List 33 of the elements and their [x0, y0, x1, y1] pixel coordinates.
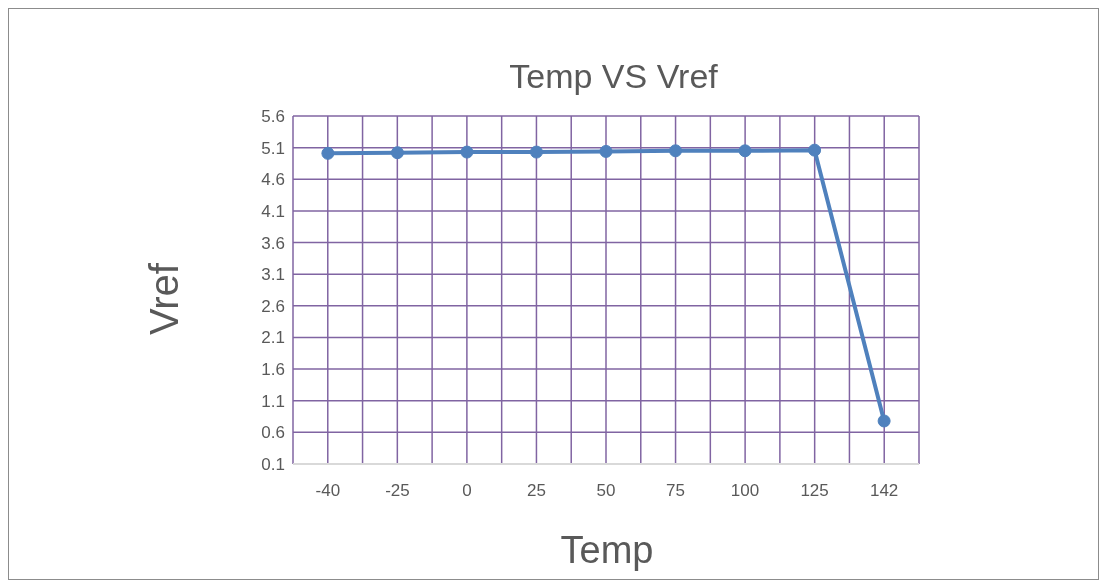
x-tick-label: 50 [596, 481, 616, 501]
x-tick-label: 25 [527, 481, 546, 501]
y-tick-label: 2.1 [261, 328, 285, 348]
x-tick-label: 0 [462, 481, 472, 501]
x-tick-label: -40 [315, 481, 341, 501]
point [529, 145, 543, 159]
y-tick-label: 4.1 [261, 201, 285, 221]
y-tick-label: 3.6 [261, 233, 285, 253]
y-tick-label: 5.1 [261, 138, 285, 158]
point [877, 414, 891, 428]
y-tick-label: 3.1 [261, 265, 285, 285]
x-tick-label: 75 [666, 481, 685, 501]
y-tick-label: 1.6 [261, 360, 285, 380]
point [599, 144, 613, 158]
x-tick-label: 142 [869, 481, 899, 501]
point [321, 146, 335, 160]
y-tick-label: 0.1 [261, 455, 285, 475]
x-axis-title: Temp [559, 529, 655, 572]
point [669, 144, 683, 158]
x-tick-label: 125 [800, 481, 829, 501]
y-tick-label: 5.6 [261, 107, 285, 127]
point [808, 143, 822, 157]
point [460, 145, 474, 159]
x-tick-label: 100 [730, 481, 760, 501]
y-tick-label: 2.6 [261, 296, 285, 316]
y-tick-label: 4.6 [261, 170, 285, 190]
y-tick-label: 1.1 [261, 391, 285, 411]
point [390, 146, 404, 160]
y-tick-label: 0.6 [261, 423, 285, 443]
x-tick-label: -25 [385, 481, 410, 501]
chart-title: Temp VS Vref [508, 57, 719, 96]
point [738, 144, 752, 158]
y-axis-title: Vref [141, 263, 187, 335]
